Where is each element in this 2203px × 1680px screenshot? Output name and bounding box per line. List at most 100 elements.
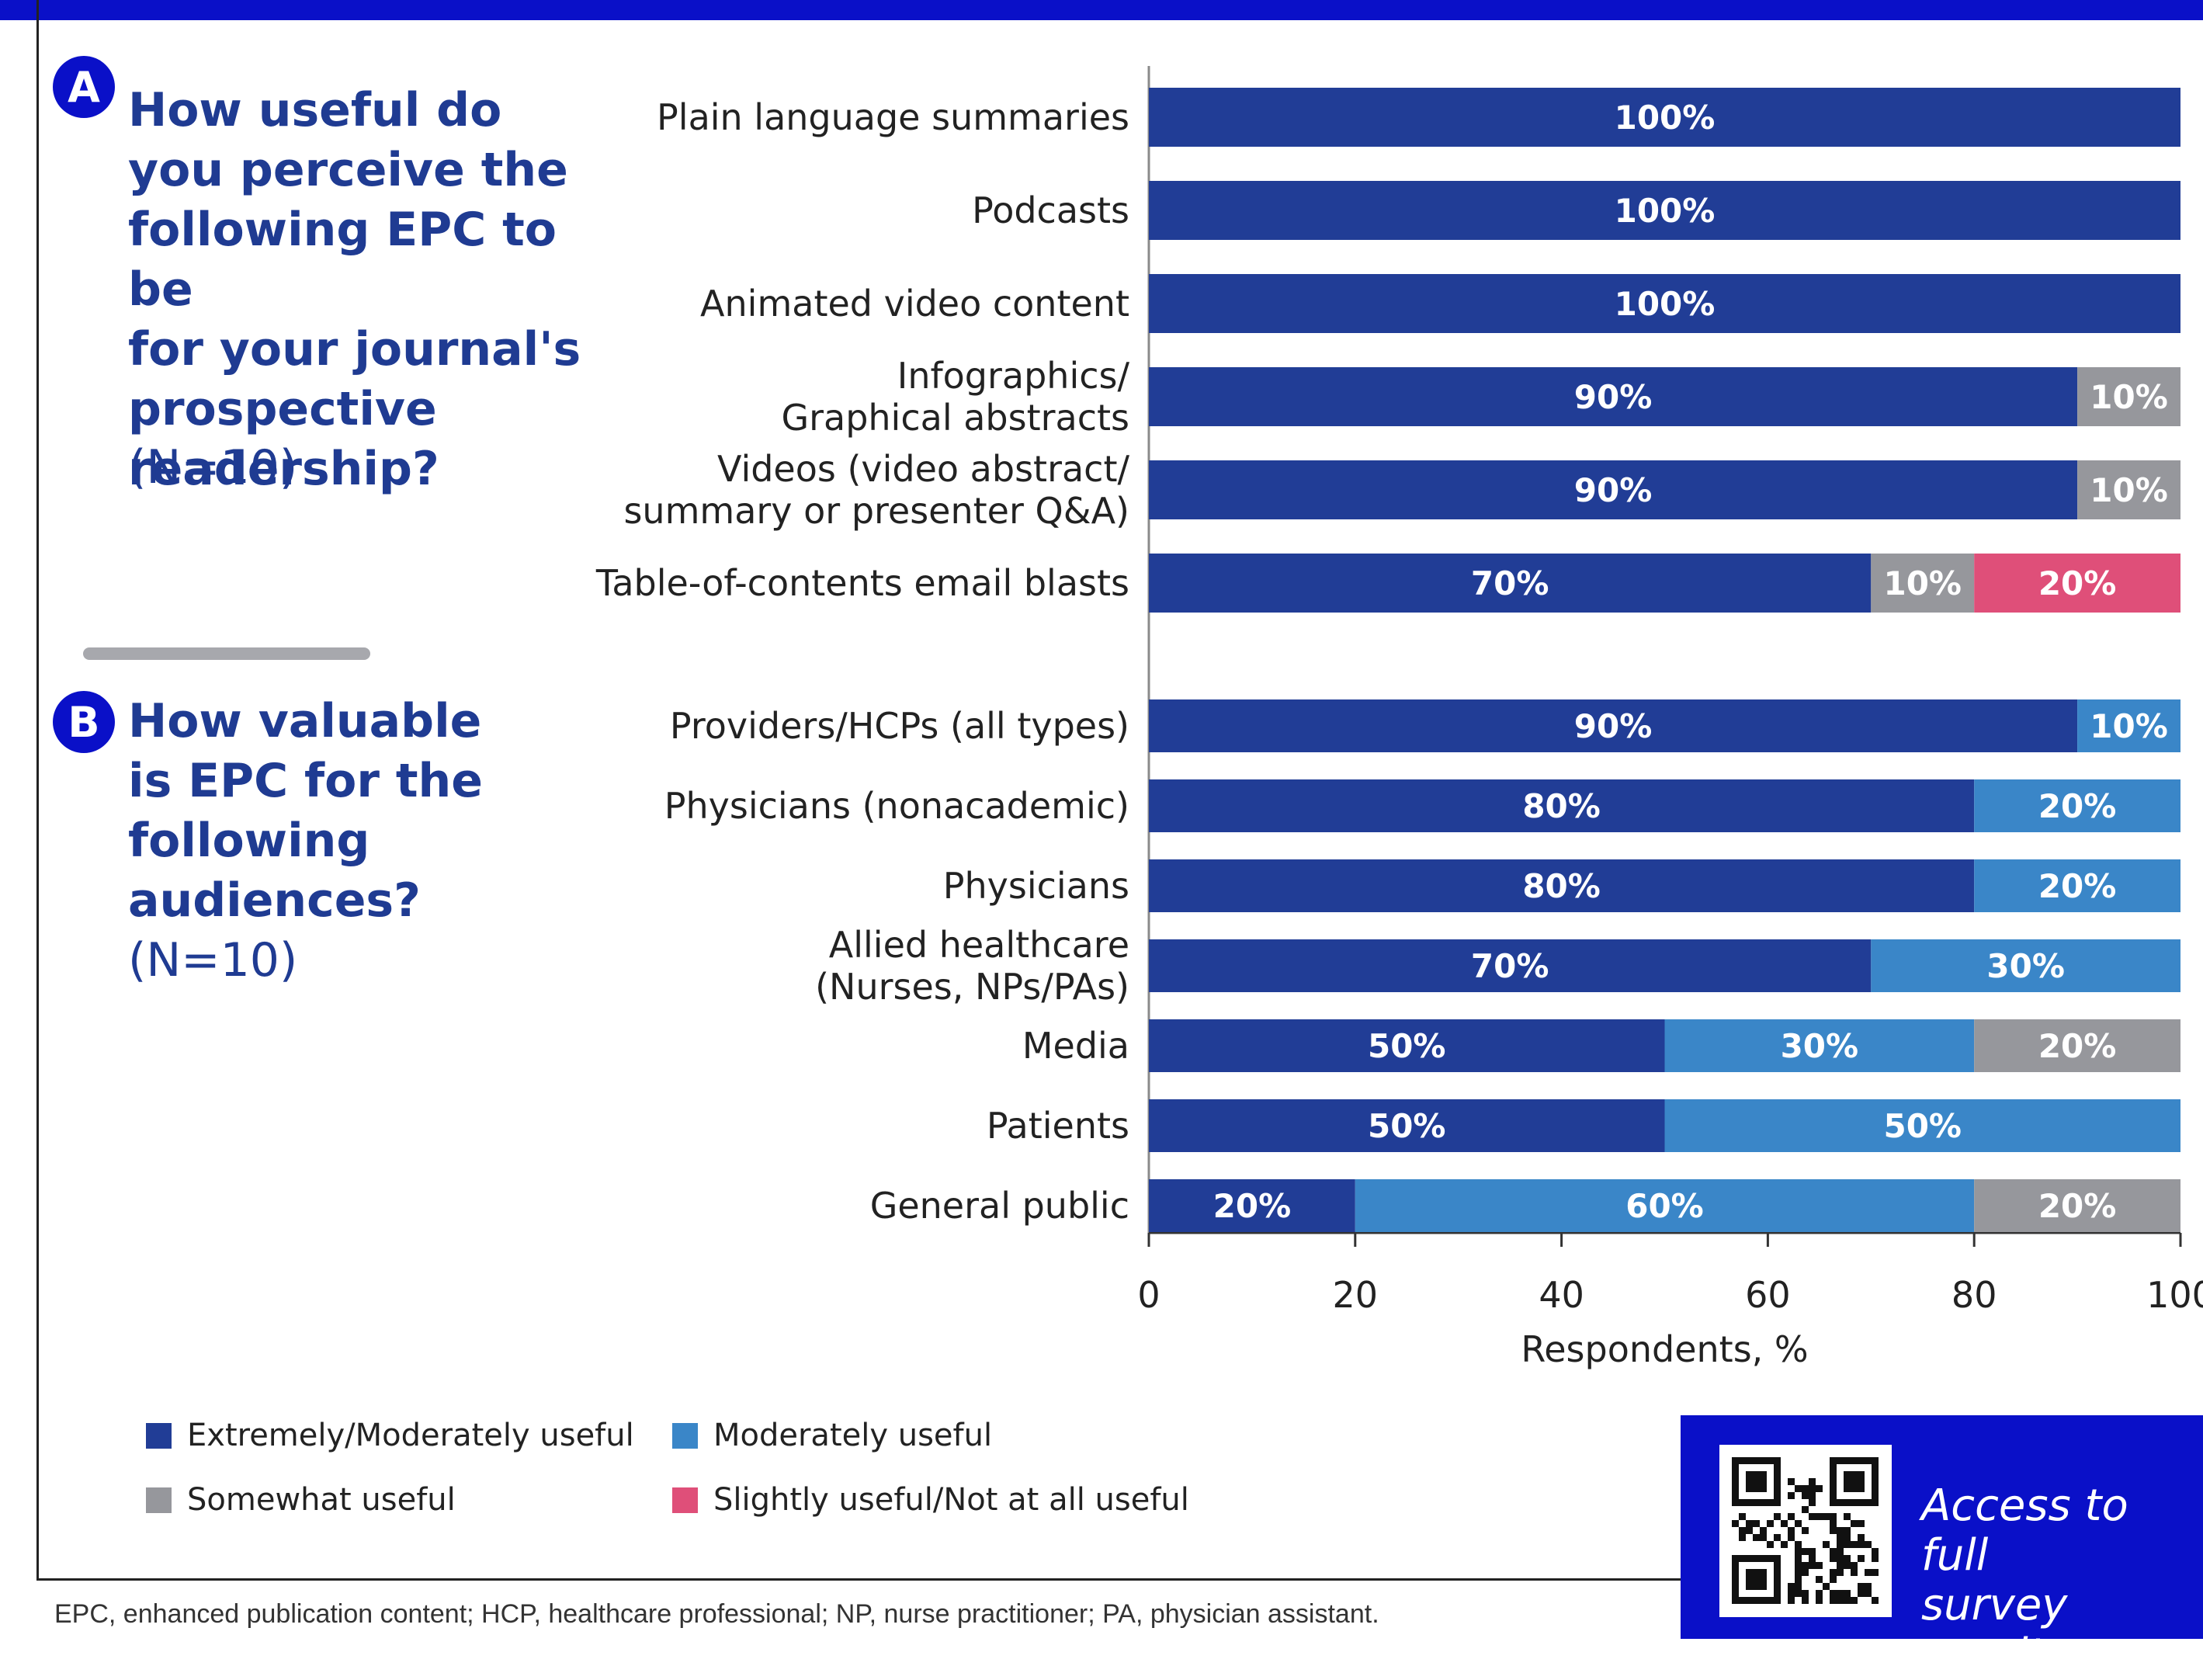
bar-segment: [2077, 460, 2180, 519]
legend-swatch: [672, 1422, 698, 1449]
legend-swatch: [146, 1487, 172, 1513]
bar-data-label: 20%: [2038, 564, 2117, 602]
bar-segment: [1974, 859, 2180, 912]
bar-segment: [1149, 1019, 1665, 1072]
qr-code-icon[interactable]: [1719, 1445, 1892, 1617]
question-line: How valuable: [128, 694, 482, 748]
bar-segment: [1974, 1179, 2180, 1232]
x-axis-label: Respondents, %: [1521, 1328, 1808, 1370]
bar-segment: [2077, 699, 2180, 752]
bar-segment: [2077, 367, 2180, 426]
legend-swatch: [146, 1422, 172, 1449]
bar-segment: [1149, 181, 2180, 240]
bar-data-label: 10%: [2090, 378, 2168, 416]
bottom-border: [36, 1578, 1682, 1581]
question-line: you perceive the: [128, 143, 568, 197]
category-label: Physicians: [943, 865, 1129, 907]
bar-data-label: 20%: [2038, 867, 2117, 905]
legend-label: Moderately useful: [713, 1418, 993, 1453]
legend-swatch: [672, 1487, 698, 1513]
question-line: following: [128, 814, 370, 868]
question-line: prospective: [128, 382, 437, 436]
x-tick-label: 80: [1951, 1274, 1997, 1316]
panel-b-badge: B: [53, 691, 115, 753]
bar-data-label: 50%: [1883, 1107, 1962, 1145]
bar-segment: [1149, 1179, 1355, 1232]
category-label: Podcasts: [972, 189, 1129, 231]
bar-data-label: 90%: [1574, 707, 1653, 745]
bar-segment: [1664, 1099, 2180, 1152]
bar-segment: [1974, 779, 2180, 832]
bar-data-label: 50%: [1368, 1107, 1446, 1145]
bar-data-label: 10%: [2090, 707, 2168, 745]
panel-a-n-label: (N=10): [128, 440, 298, 495]
bar-data-label: 90%: [1574, 471, 1653, 509]
x-tick-label: 20: [1333, 1274, 1379, 1316]
bar-segment: [1871, 939, 2180, 992]
x-tick-label: 100: [2146, 1274, 2203, 1316]
legend-label: Slightly useful/Not at all useful: [713, 1482, 1189, 1518]
bar-data-label: 20%: [2038, 1027, 2117, 1065]
bar-segment: [1149, 779, 1975, 832]
question-line: How useful do: [128, 83, 502, 137]
panel-a-question: How useful do you perceive the following…: [128, 81, 625, 499]
panel-separator: [83, 647, 370, 660]
bar-data-label: 80%: [1522, 787, 1601, 825]
bar-data-label: 80%: [1522, 867, 1601, 905]
bar-segment: [1871, 554, 1975, 613]
bar-data-label: 20%: [2038, 1187, 2117, 1225]
bar-segment: [1149, 274, 2180, 333]
bar-segment: [1149, 699, 2078, 752]
bar-data-label: 30%: [1781, 1027, 1859, 1065]
bar-segment: [1355, 1179, 1975, 1232]
question-line: following EPC to be: [128, 203, 557, 317]
bar-data-label: 30%: [1986, 947, 2065, 985]
category-label: Videos (video abstract/summary or presen…: [623, 448, 1129, 532]
bar-data-label: 10%: [2090, 471, 2168, 509]
bar-data-label: 50%: [1368, 1027, 1446, 1065]
bar-data-label: 70%: [1471, 564, 1549, 602]
x-tick-label: 40: [1539, 1274, 1584, 1316]
bar-segment: [1149, 1099, 1665, 1152]
legend-item-slightly-not: Slightly useful/Not at all useful: [672, 1482, 1189, 1518]
survey-access-text: Access to full survey results: [1921, 1481, 2203, 1680]
legend-label: Somewhat useful: [187, 1482, 456, 1518]
bar-data-label: 90%: [1574, 378, 1653, 416]
bar-data-label: 20%: [1213, 1187, 1292, 1225]
legend-item-extremely-moderately: Extremely/Moderately useful: [146, 1418, 634, 1453]
bar-data-label: 20%: [2038, 787, 2117, 825]
question-line: audiences?: [128, 873, 421, 928]
bar-segment: [1664, 1019, 1975, 1072]
footnote: EPC, enhanced publication content; HCP, …: [54, 1599, 1379, 1629]
category-label: Plain language summaries: [657, 96, 1129, 138]
category-label: Physicians (nonacademic): [664, 785, 1129, 827]
category-label: Table-of-contents email blasts: [595, 562, 1129, 604]
panel-b-question: How valuable is EPC for the following au…: [128, 692, 625, 931]
category-label: Allied healthcare (Nurses, NPs/PAs): [815, 924, 1129, 1008]
bar-data-label: 70%: [1471, 947, 1549, 985]
bar-data-label: 100%: [1615, 192, 1716, 230]
bar-segment: [1974, 1019, 2180, 1072]
x-tick-label: 0: [1137, 1274, 1160, 1316]
survey-access-line: Access to full: [1921, 1480, 2128, 1581]
category-label: Patients: [987, 1105, 1129, 1147]
legend-item-somewhat: Somewhat useful: [146, 1482, 456, 1518]
survey-access-panel[interactable]: Access to full survey results: [1681, 1415, 2203, 1680]
bar-data-label: 10%: [1883, 564, 1962, 602]
category-label: Media: [1022, 1025, 1129, 1067]
bar-segment: [1149, 367, 2078, 426]
bar-segment: [1149, 88, 2180, 147]
category-label: General public: [870, 1185, 1129, 1227]
bar-segment: [1974, 554, 2180, 613]
bar-segment: [1149, 460, 2078, 519]
category-label: Animated video content: [700, 283, 1129, 325]
bar-data-label: 100%: [1615, 99, 1716, 137]
question-line: for your journal's: [128, 322, 581, 377]
bar-data-label: 100%: [1615, 285, 1716, 323]
legend-label: Extremely/Moderately useful: [187, 1418, 634, 1453]
category-label: Infographics/Graphical abstracts: [781, 355, 1129, 439]
category-label: Providers/HCPs (all types): [670, 705, 1129, 747]
bar-segment: [1149, 554, 1872, 613]
left-border: [36, 0, 39, 1580]
x-tick-label: 60: [1745, 1274, 1791, 1316]
